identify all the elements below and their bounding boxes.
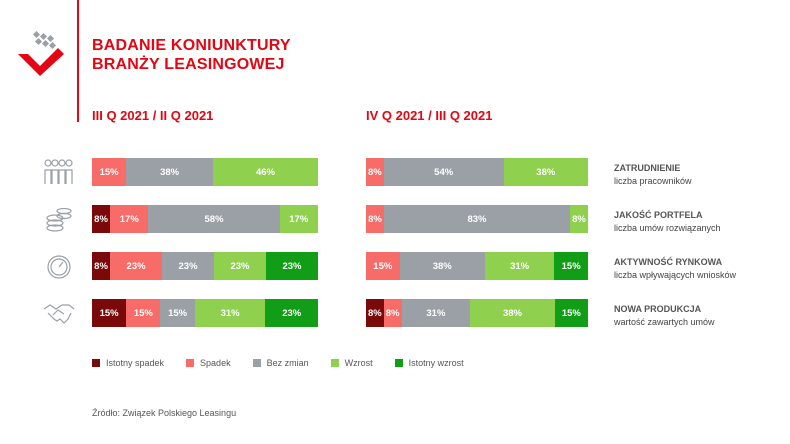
row-label-subtitle: wartość zawartych umów [614,317,715,327]
legend-swatch [252,359,261,367]
bar-segment: 15% [554,252,588,280]
bar-row: 15% 15% 15% 31% 23% [92,299,318,327]
row-label-subtitle: liczba wpływających wniosków [614,270,737,280]
bar-segment: 23% [110,252,163,280]
legend-item: Wzrost [330,358,373,368]
bar-segment: 8% [92,252,111,280]
row-label-title: NOWA PRODUKCJA [614,304,702,314]
legend: Istotny spadek Spadek Bez zmian Wzrost I… [92,358,486,368]
row-label-title: JAKOŚĆ PORTFELA [614,210,703,220]
bar-segment: 83% [383,205,571,233]
bar-row: 15% 38% 31% 15% [366,252,588,280]
bar-row: 8% 23% 23% 23% 23% [92,252,318,280]
source-note: Źródło: Związek Polskiego Leasingu [92,408,237,418]
legend-swatch [394,359,403,367]
bar-segment: 38% [126,158,213,186]
bar-segment: 8% [366,205,384,233]
bar-segment: 31% [484,252,555,280]
bar-segment: 15% [92,299,127,327]
bar-segment: 15% [92,158,127,186]
legend-label: Wzrost [344,358,373,368]
legend-item: Bez zmian [252,358,309,368]
legend-item: Istotny wzrost [394,358,464,368]
bar-segment: 23% [265,252,318,280]
row-label-title: AKTYWNOŚĆ RYNKOWA [614,257,723,267]
legend-swatch [330,359,339,367]
legend-label: Istotny wzrost [408,358,464,368]
row-label-production: NOWA PRODUKCJA wartość zawartych umów [614,303,715,329]
bar-row: 15% 38% 46% [92,158,318,186]
row-label-subtitle: liczba pracowników [614,176,692,186]
row-label-employment: ZATRUDNIENIE liczba pracowników [614,162,692,188]
title-line-1: BADANIE KONIUNKTURY [92,37,291,54]
coins-icon [46,207,72,232]
bar-segment: 8% [92,205,111,233]
legend-swatch [186,359,195,367]
bar-segment: 38% [503,158,588,186]
accent-divider [77,0,79,122]
bar-segment: 38% [399,252,485,280]
row-label-portfolio: JAKOŚĆ PORTFELA liczba umów rozwiązanych [614,209,721,235]
bar-row: 8% 17% 58% 17% [92,205,318,233]
row-label-activity: AKTYWNOŚĆ RYNKOWA liczba wpływających wn… [614,256,736,282]
legend-label: Bez zmian [266,358,309,368]
bar-row: 8% 8% 31% 38% 15% [366,299,588,327]
bar-segment: 31% [194,299,266,327]
bar-segment: 15% [160,299,195,327]
bar-segment: 46% [212,158,318,186]
bar-row: 8% 83% 8% [366,205,588,233]
legend-item: Spadek [186,358,231,368]
legend-item: Istotny spadek [92,358,164,368]
bar-segment: 58% [148,205,280,233]
bar-segment: 54% [383,158,504,186]
bar-segment: 31% [401,299,471,327]
bar-segment: 8% [366,299,384,327]
bar-segment: 17% [279,205,318,233]
bar-segment: 15% [126,299,161,327]
panel-2-title: IV Q 2021 / III Q 2021 [366,108,493,123]
bar-segment: 23% [162,252,215,280]
people-icon [44,159,73,184]
title-line-2: BRANŻY LEASINGOWEJ [92,56,285,73]
bar-segment: 38% [470,299,555,327]
bar-segment: 17% [110,205,149,233]
page-title: BADANIE KONIUNKTURY BRANŻY LEASINGOWEJ [92,36,291,74]
handshake-icon [43,304,75,324]
gauge-icon [47,255,71,279]
bar-segment: 8% [383,299,402,327]
legend-label: Spadek [200,358,231,368]
legend-label: Istotny spadek [106,358,165,368]
bar-segment: 15% [554,299,588,327]
panel-1-title: III Q 2021 / II Q 2021 [92,108,214,123]
row-label-subtitle: liczba umów rozwiązanych [614,223,721,233]
bar-segment: 23% [265,299,318,327]
row-label-title: ZATRUDNIENIE [614,163,681,173]
zpl-logo-icon [18,30,64,76]
bar-segment: 8% [366,158,384,186]
bar-segment: 15% [366,252,400,280]
bar-segment: 8% [570,205,588,233]
legend-swatch [92,359,100,367]
bar-segment: 23% [214,252,266,280]
bar-row: 8% 54% 38% [366,158,588,186]
